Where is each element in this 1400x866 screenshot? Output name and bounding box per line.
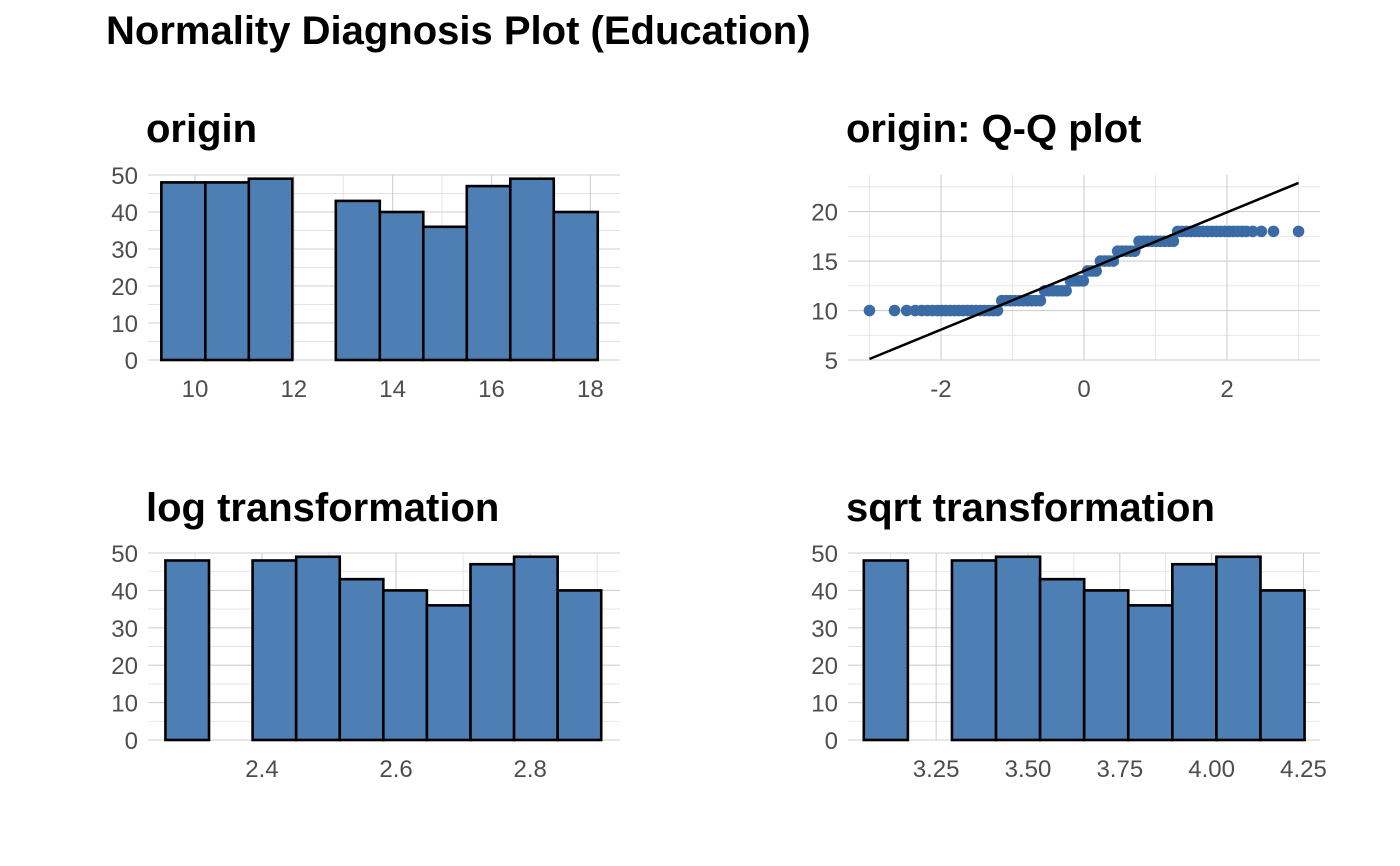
- qq-point: [863, 304, 876, 317]
- histogram-bar: [1038, 577, 1086, 742]
- y-tick-label: 0: [125, 728, 138, 755]
- panel-origin-qq-plot: origin: Q-Q plot -2 0 2 5 10 15 20: [811, 107, 1320, 403]
- histogram-bar: [334, 199, 382, 362]
- panel-title: log transformation: [146, 486, 499, 530]
- histogram-bar: [465, 184, 512, 362]
- histogram-bar: [204, 181, 251, 362]
- x-tick-label: 2.8: [513, 756, 546, 783]
- x-tick-label: 12: [280, 376, 307, 403]
- qq-point: [1167, 235, 1180, 248]
- qq-point: [1267, 225, 1280, 238]
- histogram-bar: [164, 559, 211, 742]
- y-tick-label: 40: [111, 200, 138, 227]
- x-tick-label: 10: [182, 376, 209, 403]
- x-tick-label: 2: [1220, 376, 1233, 403]
- x-tick-label: 2.4: [245, 756, 278, 783]
- histogram-bar: [378, 210, 425, 362]
- y-tick-label: 20: [811, 653, 838, 680]
- y-tick-label: 10: [111, 311, 138, 338]
- histogram-bar: [994, 555, 1042, 742]
- histogram-bar: [247, 177, 294, 362]
- histogram-bar: [382, 589, 429, 742]
- y-tick-label: 10: [811, 299, 838, 326]
- qq-point: [900, 304, 913, 317]
- histogram-bar: [1126, 604, 1174, 742]
- y-tick-label: 5: [825, 348, 838, 375]
- y-tick-label: 0: [125, 348, 138, 375]
- y-tick-label: 10: [111, 691, 138, 718]
- histogram-bar: [338, 577, 385, 742]
- panel-origin-histogram: origin 10 12 14 16 18 0 10 20 30 40 50: [111, 107, 620, 403]
- panel-sqrt-transformation-histogram: sqrt transformation 3.25 3.50 3.75 4.00 4.25 0…: [811, 486, 1327, 783]
- histogram-bar: [556, 589, 603, 742]
- y-tick-label: 50: [811, 541, 838, 568]
- histogram-bar: [160, 181, 207, 362]
- x-tick-label: 0: [1077, 376, 1090, 403]
- y-tick-label: 40: [811, 578, 838, 605]
- histogram-bar: [512, 555, 559, 742]
- panel-title: origin: Q-Q plot: [846, 107, 1142, 151]
- y-tick-label: 30: [111, 237, 138, 264]
- x-tick-label: 18: [577, 376, 604, 403]
- y-tick-label: 20: [111, 274, 138, 301]
- histogram-bar: [469, 562, 516, 742]
- figure-title: Normality Diagnosis Plot (Education): [106, 9, 811, 53]
- histogram-bar: [552, 210, 600, 362]
- y-tick-label: 30: [111, 616, 138, 643]
- histogram-bar: [1259, 589, 1306, 742]
- panel-title: origin: [146, 107, 257, 151]
- histogram-bar: [294, 555, 342, 742]
- panel-log-transformation-histogram: log transformation 2.4 2.6 2.8 0 10 20 30 40 50: [111, 486, 620, 783]
- histogram-bar: [862, 559, 910, 742]
- qq-point: [1077, 275, 1090, 287]
- y-tick-label: 20: [111, 653, 138, 680]
- x-tick-label: 3.25: [913, 756, 960, 783]
- y-tick-label: 0: [825, 728, 838, 755]
- qq-point: [1292, 225, 1305, 238]
- y-tick-label: 30: [811, 616, 838, 643]
- x-tick-label: 3.50: [1005, 756, 1052, 783]
- qq-point: [1034, 294, 1047, 307]
- y-tick-label: 10: [811, 691, 838, 718]
- qq-point: [1060, 284, 1072, 297]
- panel-title: sqrt transformation: [846, 486, 1215, 530]
- x-tick-label: 2.6: [379, 756, 412, 783]
- y-tick-label: 50: [111, 541, 138, 568]
- histogram-bar: [508, 177, 556, 362]
- y-tick-label: 15: [811, 249, 838, 276]
- qq-point: [888, 304, 901, 317]
- histogram-bar: [950, 559, 998, 742]
- histogram-bar: [1215, 555, 1262, 742]
- histogram-bar: [1171, 562, 1218, 742]
- y-tick-label: 50: [111, 163, 138, 190]
- y-tick-label: 20: [811, 200, 838, 227]
- histogram-bar: [421, 225, 469, 362]
- histogram-bar: [425, 604, 472, 742]
- qq-reference-line: [868, 181, 1300, 361]
- x-tick-label: 14: [379, 376, 406, 403]
- qq-point: [1255, 225, 1268, 238]
- histogram-bar: [251, 559, 298, 742]
- y-tick-label: 40: [111, 578, 138, 605]
- histogram-bar: [1082, 589, 1130, 742]
- x-tick-label: -2: [930, 376, 951, 403]
- qq-point: [1246, 225, 1259, 238]
- x-tick-label: 3.75: [1096, 756, 1143, 783]
- x-tick-label: 4.25: [1280, 756, 1327, 783]
- x-tick-label: 4.00: [1188, 756, 1235, 783]
- x-tick-label: 16: [478, 376, 505, 403]
